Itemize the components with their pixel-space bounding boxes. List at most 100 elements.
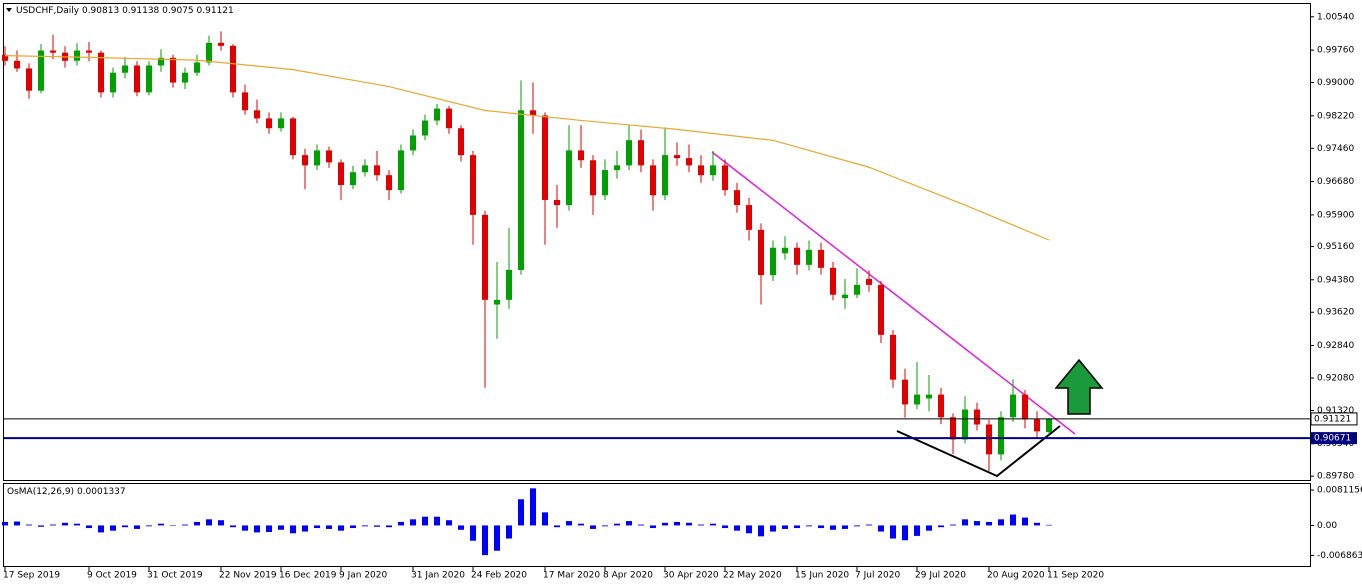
x-tick-label: 22 Nov 2019 (219, 571, 277, 581)
indicator-bar (962, 519, 968, 526)
candle-body (770, 247, 776, 276)
indicator-bar (662, 522, 668, 526)
indicator-bar (110, 525, 116, 531)
pattern-line (896, 425, 1061, 478)
menu-icon (6, 8, 12, 12)
candle-body (986, 424, 992, 455)
y-tick-label: 0.99000 (1317, 78, 1354, 88)
y-tick-label: 0.92080 (1317, 373, 1354, 383)
candle-body (974, 409, 980, 425)
candle-body (530, 110, 536, 116)
indicator-bar (830, 525, 836, 530)
x-tick-label: 16 Dec 2019 (279, 571, 337, 581)
indicator-bar (950, 524, 956, 526)
x-tick-label: 17 Sep 2019 (3, 571, 60, 581)
candle-body (734, 190, 740, 206)
indicator-bar (362, 525, 368, 527)
indicator-bar (734, 525, 740, 531)
x-tick-label: 9 Oct 2019 (87, 571, 137, 581)
candle-body (566, 150, 572, 206)
indicator-bar (326, 525, 332, 529)
candle-body (914, 394, 920, 405)
candle-body (950, 417, 956, 440)
indicator-bar (566, 521, 572, 526)
x-tick-label: 7 Jul 2020 (855, 571, 900, 581)
candle-body (146, 65, 152, 93)
indicator-name: OsMA(12,26,9) (7, 487, 74, 497)
price-panel (3, 3, 1311, 481)
indicator-bar (722, 525, 728, 529)
candle-body (926, 394, 932, 399)
candle-body (386, 175, 392, 191)
indicator-bar (470, 525, 476, 541)
indicator-bar (890, 525, 896, 539)
indicator-bar (686, 522, 692, 526)
indicator-bar (902, 525, 908, 541)
indicator-bar (938, 525, 944, 528)
candle-body (686, 158, 692, 166)
candle-body (794, 247, 800, 265)
indicator-value: 0.0001337 (77, 487, 126, 497)
indicator-bar (290, 525, 296, 534)
close: 0.91121 (197, 6, 234, 16)
candle-body (554, 199, 560, 206)
indicator-bar (218, 520, 224, 526)
indicator-bar (710, 523, 716, 526)
candle-body (110, 72, 116, 93)
indicator-bar (554, 525, 560, 528)
candle-body (458, 128, 464, 156)
trend-line (711, 151, 1076, 435)
indicator-bar (866, 524, 872, 526)
indicator-bar (518, 499, 524, 526)
indicator-bar (1022, 517, 1028, 526)
candle-body (878, 284, 884, 335)
indicator-bar (278, 525, 284, 530)
indicator-bar (926, 525, 932, 531)
up-arrow (1054, 358, 1104, 415)
x-tick-label: 8 Apr 2020 (603, 571, 653, 581)
current-price-box (1310, 412, 1358, 426)
candle-body (278, 118, 284, 129)
y-tick-label: 0.93620 (1317, 308, 1354, 318)
indicator-bar (494, 525, 500, 551)
y-tick-label: 1.00540 (1317, 12, 1354, 22)
indicator-bar (674, 521, 680, 526)
symbol: USDCHF,Daily (16, 6, 80, 16)
candle-body (122, 65, 128, 73)
candle-body (578, 150, 584, 161)
indicator-bar (170, 525, 176, 526)
candle-body (818, 249, 824, 268)
indicator-bar (506, 525, 512, 539)
indicator-bar (230, 525, 236, 528)
candle-body (638, 140, 644, 166)
x-tick-label: 9 Jan 2020 (339, 571, 387, 581)
indicator-bar (38, 525, 44, 527)
candle-body (362, 165, 368, 173)
candle-body (470, 155, 476, 215)
candle-body (662, 155, 668, 196)
indicator-bar (62, 522, 68, 526)
candle-body (290, 118, 296, 156)
indicator-bar (410, 519, 416, 526)
candle-body (374, 165, 380, 176)
indicator-bar (146, 525, 152, 527)
indicator-bar (794, 525, 800, 529)
price-level-box (1311, 432, 1357, 445)
candle-body (854, 284, 860, 295)
candle-body (1046, 418, 1052, 433)
candle-body (422, 120, 428, 136)
x-tick-label: 20 Aug 2020 (987, 571, 1045, 581)
candle-body (338, 162, 344, 186)
chart-header: USDCHF,Daily 0.90813 0.91138 0.9075 0.91… (16, 6, 234, 16)
candle-body (518, 110, 524, 270)
candle-body (410, 135, 416, 151)
indicator-bar (98, 525, 104, 533)
x-tick-label: 29 Jul 2020 (915, 571, 966, 581)
candle-body (218, 42, 224, 46)
y-tick-label: -0.006863 (1317, 551, 1362, 561)
candle-body (998, 417, 1004, 455)
candle-body (482, 214, 488, 300)
x-tick-label: 11 Sep 2020 (1047, 571, 1104, 581)
candle-body (710, 165, 716, 176)
